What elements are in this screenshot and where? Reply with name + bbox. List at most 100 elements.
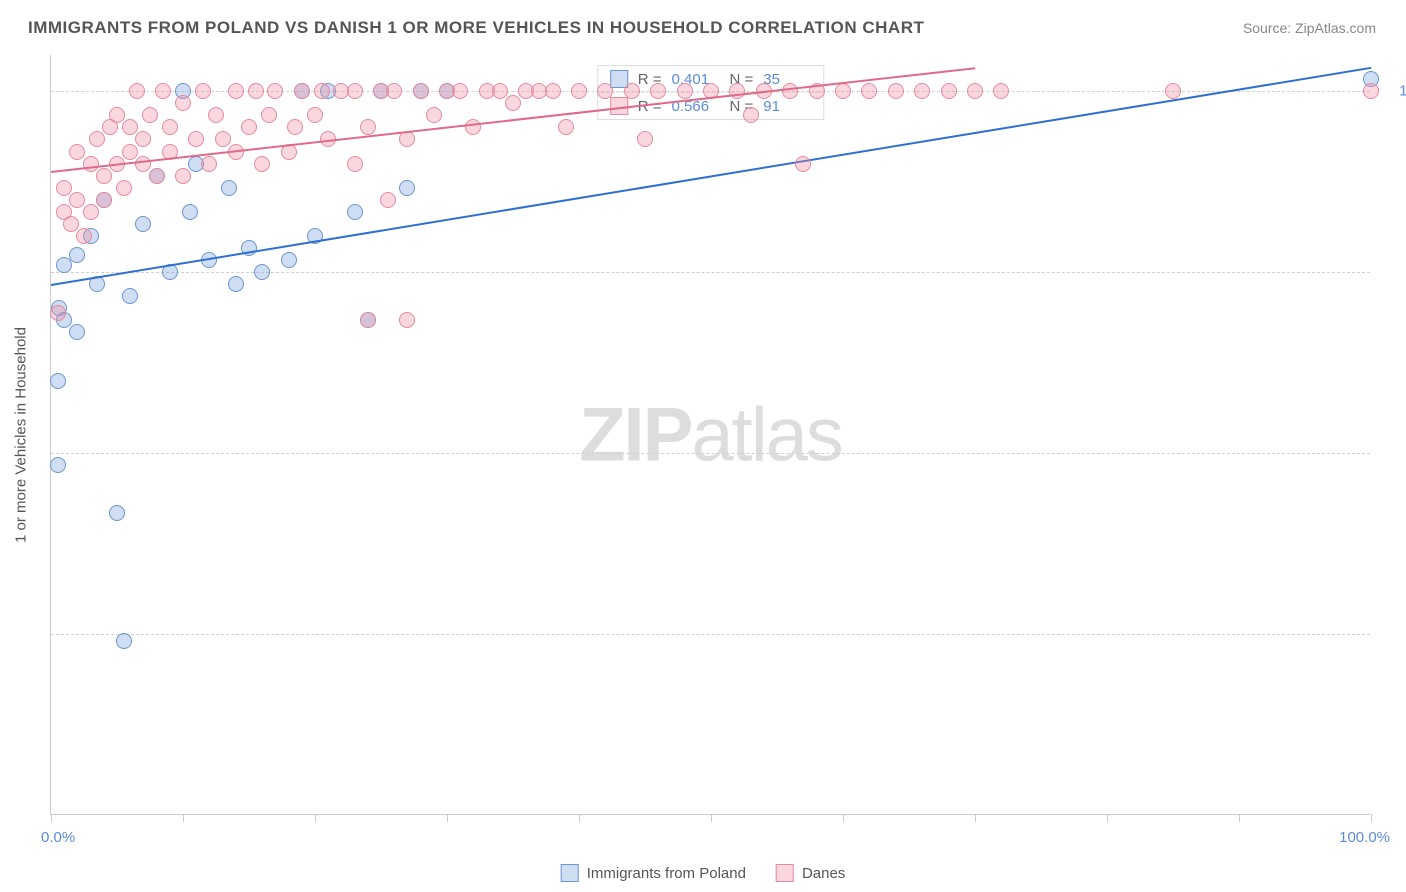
x-tick — [711, 814, 712, 822]
data-point — [241, 119, 257, 135]
x-tick — [579, 814, 580, 822]
data-point — [861, 83, 877, 99]
data-point — [195, 83, 211, 99]
scatter-plot-area: ZIPatlas 1 or more Vehicles in Household… — [50, 55, 1370, 815]
x-tick — [1107, 814, 1108, 822]
y-tick-label: 85.0% — [1380, 445, 1406, 462]
gridline — [51, 634, 1370, 635]
legend-label-series1: Immigrants from Poland — [587, 865, 746, 882]
data-point — [729, 83, 745, 99]
data-point — [835, 83, 851, 99]
y-tick-label: 92.5% — [1380, 264, 1406, 281]
data-point — [314, 83, 330, 99]
data-point — [888, 83, 904, 99]
data-point — [399, 312, 415, 328]
data-point — [267, 83, 283, 99]
data-point — [56, 180, 72, 196]
data-point — [637, 131, 653, 147]
data-point — [360, 119, 376, 135]
data-point — [116, 180, 132, 196]
y-axis-title: 1 or more Vehicles in Household — [13, 327, 30, 543]
data-point — [69, 192, 85, 208]
value-n2: 91 — [763, 98, 811, 115]
data-point — [571, 83, 587, 99]
legend-swatch-series1 — [561, 864, 579, 882]
trend-line — [51, 67, 975, 173]
data-point — [505, 95, 521, 111]
data-point — [69, 144, 85, 160]
data-point — [109, 107, 125, 123]
data-point — [941, 83, 957, 99]
data-point — [228, 276, 244, 292]
data-point — [465, 119, 481, 135]
data-point — [109, 505, 125, 521]
data-point — [492, 83, 508, 99]
data-point — [122, 144, 138, 160]
data-point — [175, 168, 191, 184]
data-point — [208, 107, 224, 123]
source-credit: Source: ZipAtlas.com — [1243, 20, 1376, 36]
source-prefix: Source: — [1243, 20, 1295, 36]
data-point — [142, 107, 158, 123]
data-point — [1165, 83, 1181, 99]
data-point — [967, 83, 983, 99]
data-point — [914, 83, 930, 99]
data-point — [89, 131, 105, 147]
x-tick — [183, 814, 184, 822]
data-point — [677, 83, 693, 99]
data-point — [155, 83, 171, 99]
data-point — [650, 83, 666, 99]
data-point — [135, 156, 151, 172]
data-point — [347, 156, 363, 172]
data-point — [1363, 83, 1379, 99]
data-point — [452, 83, 468, 99]
data-point — [795, 156, 811, 172]
data-point — [558, 119, 574, 135]
x-axis-max-label: 100.0% — [1339, 829, 1390, 846]
legend-item-series2: Danes — [776, 864, 845, 882]
data-point — [116, 633, 132, 649]
x-tick — [1239, 814, 1240, 822]
source-link[interactable]: ZipAtlas.com — [1295, 20, 1376, 36]
x-axis-min-label: 0.0% — [41, 829, 75, 846]
data-point — [69, 247, 85, 263]
data-point — [135, 216, 151, 232]
legend-label-series2: Danes — [802, 865, 845, 882]
chart-title: IMMIGRANTS FROM POLAND VS DANISH 1 OR MO… — [28, 18, 924, 38]
data-point — [281, 252, 297, 268]
data-point — [215, 131, 231, 147]
data-point — [50, 373, 66, 389]
x-tick — [1371, 814, 1372, 822]
data-point — [360, 312, 376, 328]
data-point — [399, 131, 415, 147]
data-point — [294, 83, 310, 99]
data-point — [228, 83, 244, 99]
data-point — [122, 119, 138, 135]
x-tick — [843, 814, 844, 822]
data-point — [69, 324, 85, 340]
data-point — [386, 83, 402, 99]
data-point — [175, 95, 191, 111]
data-point — [347, 83, 363, 99]
data-point — [597, 83, 613, 99]
y-tick-label: 77.5% — [1380, 626, 1406, 643]
data-point — [399, 180, 415, 196]
data-point — [162, 119, 178, 135]
data-point — [96, 192, 112, 208]
data-point — [347, 204, 363, 220]
watermark: ZIPatlas — [579, 391, 842, 478]
data-point — [261, 107, 277, 123]
data-point — [129, 83, 145, 99]
data-point — [50, 305, 66, 321]
data-point — [254, 156, 270, 172]
data-point — [545, 83, 561, 99]
gridline — [51, 272, 1370, 273]
data-point — [743, 107, 759, 123]
x-tick — [447, 814, 448, 822]
data-point — [307, 107, 323, 123]
data-point — [122, 288, 138, 304]
data-point — [188, 131, 204, 147]
y-tick-label: 100.0% — [1380, 83, 1406, 100]
data-point — [287, 119, 303, 135]
data-point — [380, 192, 396, 208]
